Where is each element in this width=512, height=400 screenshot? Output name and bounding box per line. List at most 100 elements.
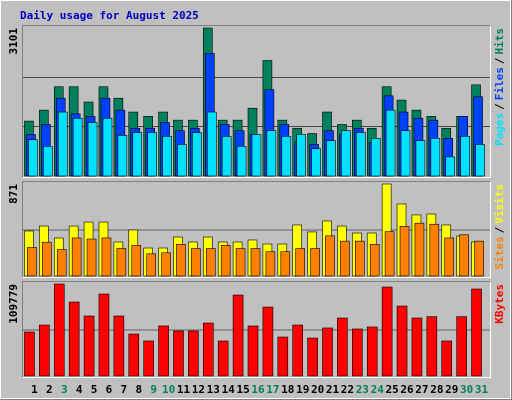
bar [370, 137, 381, 177]
bar [399, 226, 410, 277]
bar [42, 241, 52, 277]
bar [232, 294, 244, 377]
bar [131, 245, 142, 277]
x-tick-label: 5 [91, 383, 98, 396]
legend-entry: KBytes [493, 284, 506, 324]
bar [296, 134, 307, 177]
bar [177, 144, 187, 177]
x-tick-label: 2 [46, 383, 53, 396]
bar [236, 146, 247, 177]
bar [53, 283, 65, 377]
legend-entry: Visits [493, 184, 506, 224]
bar [98, 293, 110, 377]
bar [72, 117, 83, 177]
bar [381, 286, 393, 377]
bar [250, 248, 261, 277]
legend: Pages / Files / Hits [493, 28, 506, 146]
bar [352, 328, 363, 377]
bar [396, 305, 408, 377]
x-tick-label: 19 [296, 383, 309, 396]
bar [311, 148, 321, 177]
x-tick-label: 27 [415, 383, 428, 396]
bar [27, 247, 37, 277]
x-tick-label: 16 [251, 383, 265, 396]
bar [415, 140, 426, 177]
y-tick-label: 3101 [7, 28, 20, 55]
bar [102, 117, 113, 177]
bar [161, 252, 171, 277]
x-tick-label: 20 [311, 383, 324, 396]
x-tick-label: 26 [400, 383, 414, 396]
x-tick-label: 15 [236, 383, 249, 396]
bar [188, 330, 199, 377]
bar [86, 238, 97, 277]
bar [325, 235, 335, 277]
x-tick-label: 21 [326, 383, 340, 396]
bar [147, 132, 157, 177]
bar [400, 130, 411, 177]
bar [265, 251, 276, 277]
bar [247, 325, 259, 377]
bar [132, 132, 143, 177]
bar [162, 136, 172, 177]
bar [191, 248, 201, 277]
x-tick-label: 17 [266, 383, 279, 396]
bar [474, 240, 484, 277]
bar [202, 322, 214, 377]
x-tick-label: 18 [281, 383, 294, 396]
bar [56, 249, 67, 277]
x-tick-label: 11 [177, 383, 191, 396]
bar [221, 136, 232, 177]
bar [426, 316, 438, 377]
bar [444, 237, 455, 277]
bar [414, 222, 425, 277]
bar [292, 324, 304, 377]
y-tick-label: 109779 [7, 284, 20, 324]
bar [307, 337, 318, 377]
bar [217, 340, 229, 377]
legend-entry: Pages [493, 113, 506, 146]
legend: KBytes [493, 284, 506, 324]
bar [83, 315, 95, 377]
bar [113, 315, 125, 377]
bar [206, 111, 217, 177]
bar [277, 336, 289, 377]
bar [235, 248, 246, 277]
y-tick-label: 871 [7, 184, 20, 204]
bar [385, 109, 396, 177]
legend: Sites / Visits [493, 184, 506, 270]
x-tick-label: 8 [135, 383, 142, 396]
bar [71, 237, 82, 277]
bar [143, 340, 154, 377]
bar [340, 240, 350, 277]
plot-bevel [22, 181, 491, 278]
bar [281, 136, 292, 177]
bar [441, 340, 453, 377]
bar [24, 331, 35, 377]
x-tick-label: 3 [61, 383, 68, 396]
bar [456, 316, 467, 377]
bar [411, 317, 423, 377]
x-tick-label: 31 [475, 383, 489, 396]
x-tick-label: 1 [31, 383, 38, 396]
bar [128, 333, 140, 377]
x-tick-label: 12 [192, 383, 205, 396]
x-tick-label: 10 [162, 383, 175, 396]
plot-bevel [22, 281, 491, 378]
bar [87, 122, 98, 177]
legend-entry: Hits [493, 28, 506, 55]
bar [262, 306, 274, 377]
x-tick-label: 9 [150, 383, 157, 396]
bar [310, 248, 320, 277]
x-tick-label: 29 [445, 383, 458, 396]
bar [356, 132, 366, 177]
bar [205, 248, 216, 277]
bar [117, 135, 128, 177]
bar [475, 144, 485, 177]
bar [68, 301, 80, 377]
x-tick-label: 28 [430, 383, 443, 396]
bar [146, 253, 156, 277]
x-tick-label: 30 [460, 383, 473, 396]
legend-separator: / [493, 103, 506, 110]
